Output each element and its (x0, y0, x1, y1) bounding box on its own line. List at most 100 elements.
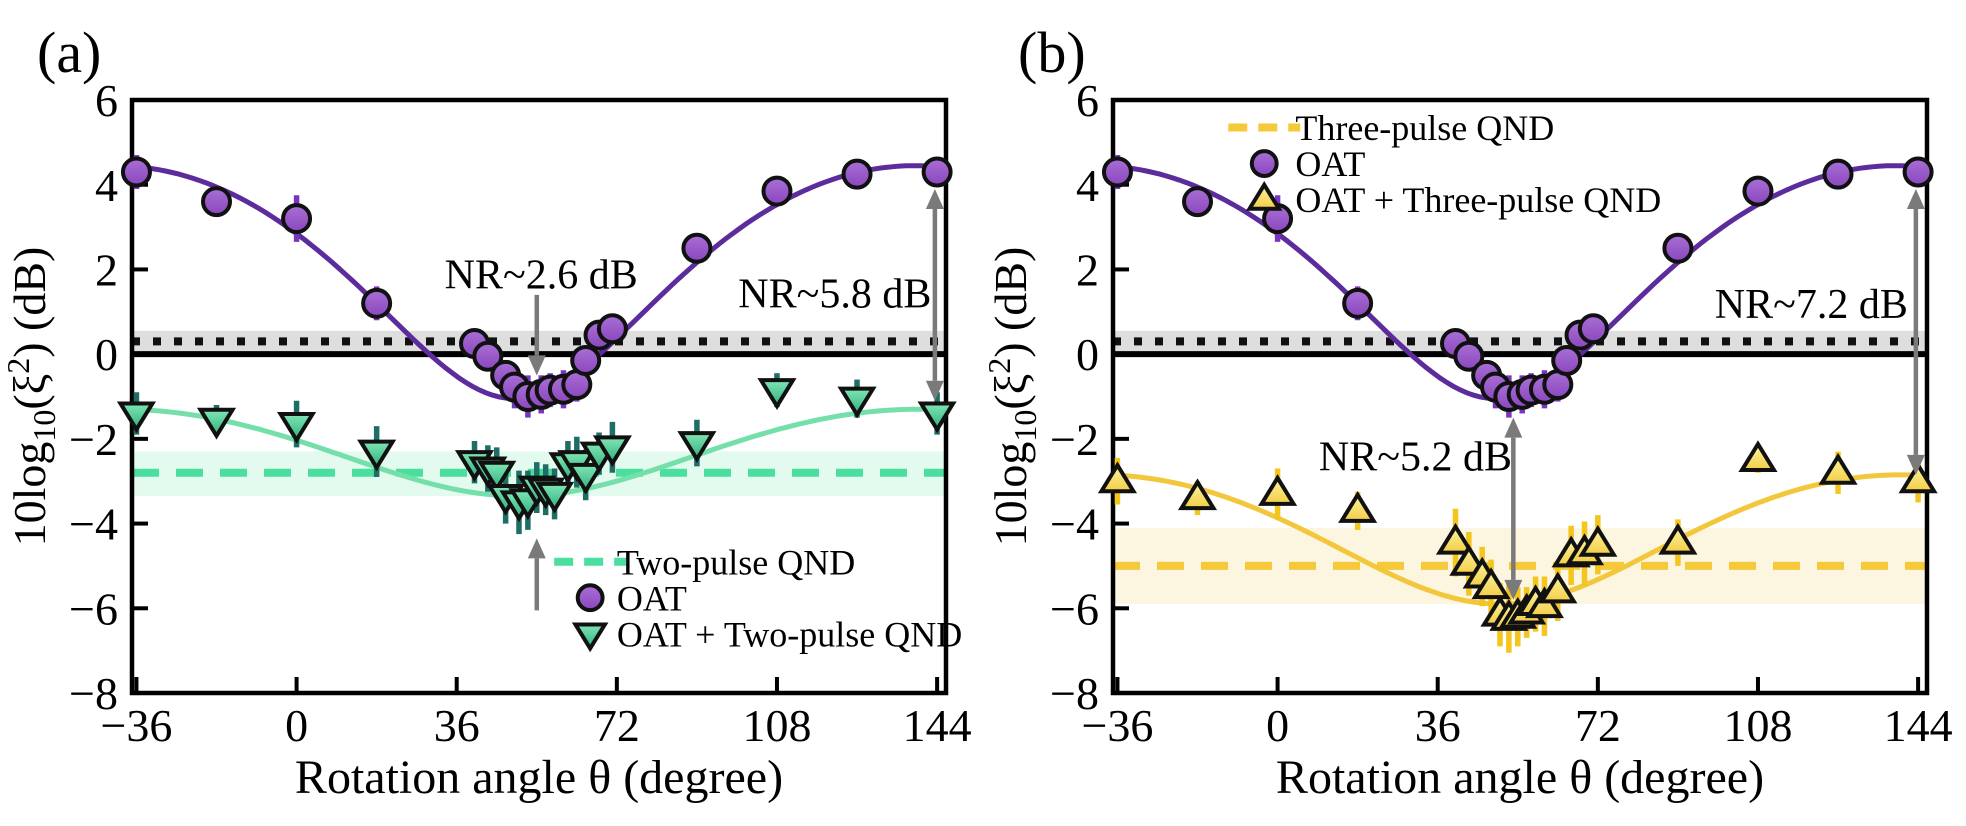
y-axis-label-part: (ξ (985, 374, 1036, 410)
green-data-point (837, 386, 877, 419)
y-axis-label-part: 2 (0, 358, 36, 374)
y-tick-label: 4 (1076, 160, 1099, 211)
green-data-point (566, 462, 606, 495)
purple-data-point (1182, 186, 1214, 218)
green-data-point (196, 407, 237, 440)
x-axis-label: Rotation angle θ (degree) (1276, 751, 1764, 804)
x-tick-label: 144 (903, 700, 972, 751)
green-data-point (917, 401, 957, 434)
green-data-point (534, 481, 575, 514)
x-tick-label: 0 (285, 700, 308, 751)
green-data-point (477, 460, 517, 493)
purple-data-point (1342, 287, 1374, 319)
purple-data-point (1101, 156, 1133, 188)
nr-annotation-arrow-head (527, 355, 546, 376)
x-tick-label: 108 (1723, 700, 1792, 751)
panel-b: −36 0 36 72 108 144 6 4 2 0 −2 −4 −6 −8 Rotation angle… (981, 20, 1953, 804)
legend-triangle-up-marker (1245, 181, 1283, 211)
purple-data-point (201, 186, 233, 218)
x-tick-label: 36 (1415, 700, 1461, 751)
y-tick-label: −4 (1050, 499, 1099, 550)
legend-triangle-down-marker (571, 622, 609, 653)
purple-data-point (1453, 340, 1485, 372)
y-tick-label: 6 (1076, 75, 1099, 126)
x-tick-label: 36 (434, 700, 480, 751)
legend-circle-marker (575, 583, 605, 613)
yellow-data-point (1538, 571, 1578, 604)
legend-label: OAT (1295, 144, 1365, 184)
legend-circle-marker (1249, 149, 1279, 178)
x-tick-label: 0 (1266, 700, 1289, 751)
green-data-point (677, 431, 717, 463)
y-axis-label: 10log10(ξ2) (dB) (0, 247, 62, 547)
purple-data-point (1662, 232, 1694, 264)
series-oat (1101, 155, 1934, 418)
y-axis-label-part: ) (dB) (4, 247, 55, 358)
nr-annotation-arrow-head (1906, 454, 1925, 475)
yellow-data-point (1258, 474, 1298, 506)
y-tick-label: 6 (95, 75, 118, 126)
green-data-point (116, 401, 157, 434)
legend-label: Two-pulse QND (617, 542, 855, 582)
nr-annotation-text: NR~2.6 dB (445, 252, 638, 298)
nr-annotation-arrow-head (925, 188, 944, 209)
purple-data-point (1577, 313, 1609, 345)
y-axis-label: 10log10(ξ2) (dB) (981, 247, 1043, 547)
yellow-data-point (1898, 461, 1938, 494)
y-tick-label: 0 (95, 329, 118, 380)
purple-data-point (596, 313, 628, 345)
green-data-point (592, 435, 632, 468)
yellow-data-point (1177, 478, 1218, 511)
nr-annotation-arrow-head (1504, 579, 1523, 600)
panel-label: (b) (1018, 20, 1086, 85)
nr-annotation-arrow-head (1504, 417, 1523, 438)
legend-label: OAT (617, 578, 687, 618)
x-axis-label: Rotation angle θ (degree) (295, 751, 783, 804)
yellow-data-point (1435, 522, 1476, 555)
y-tick-label: 4 (95, 160, 118, 211)
purple-data-point (1742, 175, 1774, 207)
green-data-point (277, 412, 317, 444)
purple-data-point (361, 287, 393, 319)
y-tick-label: −8 (1050, 668, 1099, 719)
purple-data-point (841, 158, 873, 190)
x-tick-label: −36 (1081, 700, 1153, 751)
y-tick-label: 2 (1076, 245, 1099, 296)
y-axis-label-part: 10log (4, 442, 55, 547)
nr-annotation-text: NR~7.2 dB (1715, 282, 1908, 328)
plot-frame (129, 97, 949, 696)
y-axis-label-part: 10 (26, 410, 62, 442)
y-tick-label: 2 (95, 245, 118, 296)
purple-data-point (570, 344, 602, 376)
plot-frame (1110, 97, 1930, 696)
y-tick-label: −2 (69, 414, 118, 465)
nr-annotation-text: NR~5.2 dB (1319, 435, 1512, 481)
purple-data-point (681, 232, 713, 264)
y-tick-label: −2 (1050, 414, 1099, 465)
nr-annotation-arrow-head (1906, 188, 1925, 209)
yellow-data-point (1578, 524, 1618, 557)
x-tick-label: 144 (1884, 700, 1953, 751)
series-oat (120, 155, 953, 418)
y-tick-label: 0 (1076, 329, 1099, 380)
x-tick-label: 72 (594, 700, 640, 751)
y-tick-label: −8 (69, 668, 118, 719)
purple-data-point (281, 203, 313, 235)
x-tick-label: 72 (1575, 700, 1621, 751)
y-axis-label-part: ) (dB) (985, 247, 1036, 358)
green-data-point (357, 439, 397, 472)
panel-a: −36 0 36 72 108 144 6 4 2 0 −2 −4 −6 −8 Rotation angle… (0, 20, 972, 804)
x-tick-label: 108 (742, 700, 811, 751)
legend-label: OAT + Two-pulse QND (617, 614, 962, 654)
legend-label: Three-pulse QND (1295, 108, 1554, 148)
purple-data-point (1551, 344, 1583, 376)
yellow-data-point (1471, 567, 1511, 600)
series-oat-two-pulse-qnd (116, 373, 957, 535)
purple-data-point (120, 156, 152, 188)
y-axis-label-part: 10log (985, 442, 1036, 547)
nr-annotation-text: NR~5.8 dB (738, 271, 931, 317)
y-tick-label: −6 (1050, 583, 1099, 634)
